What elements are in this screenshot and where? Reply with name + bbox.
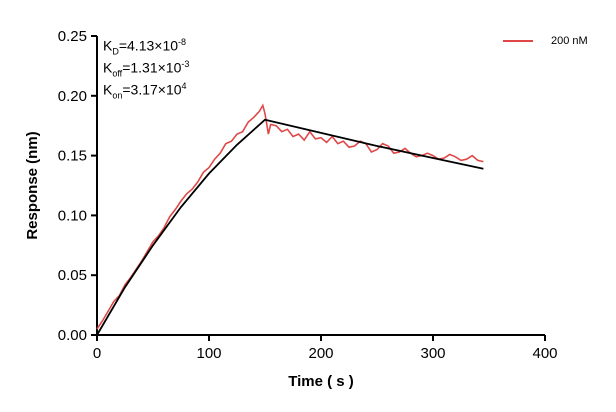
- x-axis-label: Time ( s ): [288, 373, 354, 390]
- y-tick-label: 0.15: [58, 148, 87, 165]
- x-tick-label: 400: [532, 345, 557, 362]
- legend-swatch: [503, 40, 533, 42]
- y-tick-label: 0.25: [58, 28, 87, 45]
- y-tick-label: 0.00: [58, 327, 87, 344]
- series-fit-line: [96, 118, 484, 336]
- legend-label: 200 nM: [551, 35, 588, 47]
- x-tick-label: 100: [196, 345, 221, 362]
- annotation-kon: Kon=3.17×104: [103, 81, 187, 101]
- y-axis-label: Response (nm): [24, 131, 41, 239]
- y-tick-label: 0.20: [58, 88, 87, 105]
- legend: 200 nM: [503, 35, 588, 47]
- x-tick-label: 200: [308, 345, 333, 362]
- y-tick-label: 0.10: [58, 207, 87, 224]
- x-tick-label: 0: [93, 345, 101, 362]
- series-measured-line: [96, 103, 484, 330]
- annotation-koff: Koff=1.31×10-3: [103, 59, 190, 79]
- y-tick-label: 0.05: [58, 267, 87, 284]
- annotation-kd: KD=4.13×10-8: [103, 37, 187, 57]
- x-tick-label: 300: [420, 345, 445, 362]
